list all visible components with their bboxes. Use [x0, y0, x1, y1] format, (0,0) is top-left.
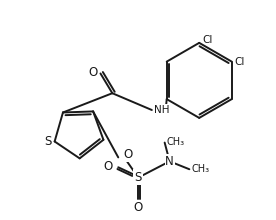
Text: O: O — [123, 148, 132, 161]
Text: NH: NH — [154, 105, 169, 115]
Text: CH₃: CH₃ — [167, 137, 185, 147]
Text: S: S — [134, 171, 142, 184]
Text: O: O — [133, 201, 143, 214]
Text: Cl: Cl — [235, 57, 245, 67]
Text: S: S — [44, 135, 51, 148]
Text: N: N — [165, 155, 174, 168]
Text: O: O — [88, 66, 97, 79]
Text: Cl: Cl — [202, 35, 213, 45]
Text: O: O — [103, 160, 112, 173]
Text: CH₃: CH₃ — [191, 164, 209, 174]
